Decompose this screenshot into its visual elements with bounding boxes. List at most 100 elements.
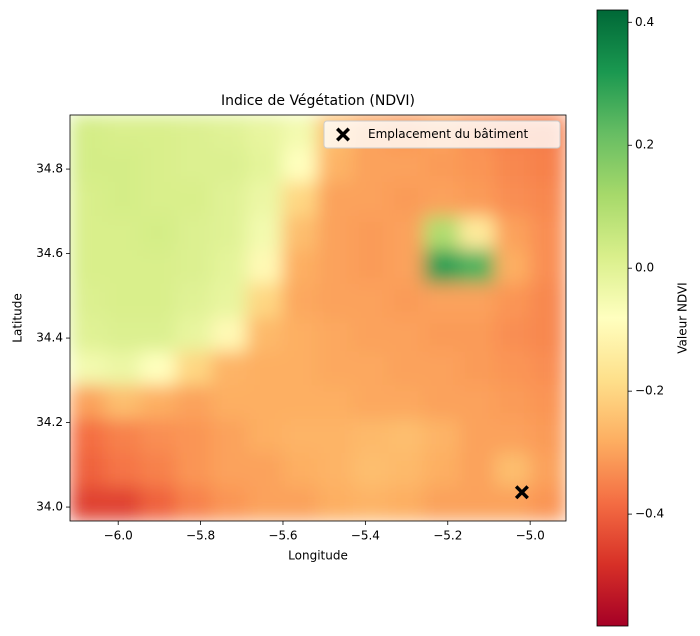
colorbar-tick-label: 0.2 — [635, 138, 654, 152]
heat-cell — [423, 182, 461, 217]
heat-cell — [211, 216, 248, 251]
heat-cell — [352, 452, 390, 488]
heat-cell — [423, 148, 461, 184]
heat-cell — [282, 216, 319, 251]
heat-cell — [494, 249, 532, 285]
heat-cell — [459, 385, 496, 420]
heat-cell — [70, 317, 106, 353]
heat-cell — [104, 385, 142, 420]
x-tick-label: −5.2 — [433, 529, 462, 543]
heat-cell — [388, 182, 425, 217]
heat-cell — [459, 249, 496, 285]
heat-cell — [175, 148, 213, 184]
heat-cell — [246, 148, 284, 184]
heat-cell — [530, 249, 566, 285]
heat-cell — [423, 283, 461, 319]
heat-cell — [494, 148, 532, 184]
heat-cell — [175, 216, 213, 251]
heat-cell — [211, 115, 248, 150]
heat-cell — [352, 249, 390, 285]
heat-cell — [388, 283, 425, 319]
heat-cell — [140, 351, 177, 387]
heatmap — [70, 115, 566, 521]
heat-cell — [530, 283, 566, 319]
heat-cell — [530, 216, 566, 251]
heat-cell — [140, 283, 177, 319]
heat-cell — [211, 182, 248, 217]
heat-cell — [211, 148, 248, 184]
colorbar-tick-label: 0.4 — [635, 15, 654, 29]
heat-cell — [530, 385, 566, 420]
heat-cell — [388, 317, 425, 353]
heat-cell — [494, 351, 532, 387]
heat-cell — [175, 249, 213, 285]
heat-cell — [494, 317, 532, 353]
plot-frame — [69, 114, 567, 522]
heat-cell — [494, 182, 532, 217]
heat-cell — [104, 351, 142, 387]
heat-cell — [211, 452, 248, 488]
heat-cell — [459, 283, 496, 319]
heat-cell — [459, 317, 496, 353]
heat-cell — [282, 486, 319, 521]
heat-cell — [140, 182, 177, 217]
heat-cell — [317, 385, 354, 420]
heat-cell — [459, 216, 496, 251]
heat-cell — [246, 115, 284, 150]
heat-cell — [494, 419, 532, 454]
heat-cell — [104, 317, 142, 353]
heat-cell — [246, 216, 284, 251]
heat-cell — [317, 452, 354, 488]
heat-cell — [211, 317, 248, 353]
heat-cell — [494, 385, 532, 420]
heat-cell — [352, 216, 390, 251]
heat-cell — [459, 486, 496, 521]
heat-cell — [282, 452, 319, 488]
heat-cell — [530, 317, 566, 353]
heat-cell — [388, 486, 425, 521]
heat-cell — [282, 148, 319, 184]
heat-cell — [494, 283, 532, 319]
heat-cell — [70, 216, 106, 251]
colorbar-label: Valeur NDVI — [676, 282, 690, 353]
heat-cell — [70, 351, 106, 387]
heat-cell — [530, 486, 566, 521]
heat-cell — [388, 216, 425, 251]
heat-cell — [70, 182, 106, 217]
heat-cell — [530, 452, 566, 488]
heat-cell — [282, 385, 319, 420]
heat-cell — [211, 486, 248, 521]
heat-cell — [317, 182, 354, 217]
heat-cell — [530, 182, 566, 217]
heat-cell — [246, 419, 284, 454]
heat-cell — [423, 317, 461, 353]
heat-cell — [140, 115, 177, 150]
heat-cell — [211, 283, 248, 319]
heat-cell — [70, 452, 106, 488]
heat-cell — [104, 115, 142, 150]
heat-cell — [140, 419, 177, 454]
heat-cell — [388, 249, 425, 285]
heat-cell — [317, 148, 354, 184]
heat-cell — [317, 419, 354, 454]
heat-cell — [352, 486, 390, 521]
heat-cell — [246, 486, 284, 521]
heat-cell — [140, 486, 177, 521]
heat-cell — [352, 385, 390, 420]
heat-cell — [282, 317, 319, 353]
heat-cell — [104, 148, 142, 184]
heat-cell — [352, 317, 390, 353]
chart-title: Indice de Végétation (NDVI) — [221, 93, 415, 109]
heat-cell — [246, 283, 284, 319]
heat-cell — [211, 385, 248, 420]
heat-cell — [530, 351, 566, 387]
y-tick-label: 34.0 — [36, 500, 63, 514]
heat-cell — [317, 283, 354, 319]
heat-cell — [423, 452, 461, 488]
heat-cell — [388, 351, 425, 387]
heat-cell — [317, 317, 354, 353]
heat-cell — [317, 351, 354, 387]
heat-cell — [282, 182, 319, 217]
heat-cell — [140, 216, 177, 251]
